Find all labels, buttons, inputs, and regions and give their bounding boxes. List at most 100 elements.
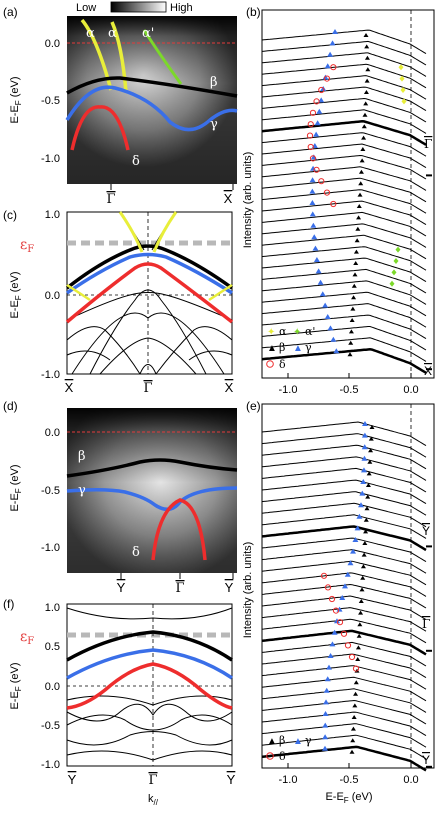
alpha-band-right [110, 21, 128, 93]
edc-curve [261, 444, 427, 470]
d-delta-band [151, 498, 207, 561]
f-ytick-1: 0.5 [45, 641, 60, 653]
edc-curve [261, 723, 427, 748]
e-legend-delta: δ [279, 750, 286, 763]
d-ytick-1: -0.5 [41, 485, 60, 497]
gamma-marker [319, 291, 326, 297]
beta-marker [348, 340, 354, 345]
b-legend-delta-marker [266, 360, 274, 368]
delta-marker [336, 619, 344, 626]
edc-curve [261, 303, 427, 328]
beta-marker [356, 215, 362, 220]
d-gamma-band [66, 486, 238, 512]
gamma-marker [344, 571, 351, 577]
d-xtick-1: Γ [175, 581, 184, 596]
b-xtick-2: 0.0 [403, 384, 418, 396]
delta-marker [344, 642, 352, 649]
beta-marker [349, 318, 355, 322]
edc-curve [261, 549, 427, 574]
edc-curve [261, 595, 427, 621]
e-markers [320, 421, 375, 754]
f-gamma-band [66, 648, 233, 680]
e-edc-curves [261, 421, 432, 772]
edc-curve [261, 154, 427, 180]
a-ylabel: E-EF (eV) [9, 76, 23, 123]
b-legend-beta-marker: ▲ [267, 343, 277, 354]
delta-marker [330, 200, 337, 208]
gamma-marker [354, 525, 361, 531]
a-xtick-x: X [224, 191, 233, 206]
alpha-marker [400, 87, 406, 93]
beta-marker [365, 67, 371, 72]
panel-e: (e) ▲ β ▲ γ δ Y Γ Y Intensity (arb. unit… [242, 399, 435, 805]
panel-f: (f) εF 1.0 0.5 0.0 -0.5 -1.0 E-EF (eV) Y… [3, 597, 236, 807]
beta-marker [355, 657, 361, 661]
gamma-marker [359, 490, 366, 496]
delta-marker [320, 572, 328, 579]
edc-curve [261, 97, 427, 123]
beta-marker [367, 459, 373, 464]
b-legend-delta: δ [279, 358, 286, 371]
gamma-marker [329, 641, 336, 647]
edc-curve [261, 607, 427, 632]
panel-a-label: (a) [3, 5, 18, 19]
edc-curve [261, 421, 427, 447]
beta-marker [351, 283, 357, 288]
beta-marker [353, 249, 359, 254]
delta-marker [307, 143, 314, 151]
b-legend-gamma: γ [305, 341, 312, 354]
edc-curve [261, 537, 427, 563]
delta-marker [309, 109, 317, 116]
gamma-marker [309, 177, 316, 183]
gamma-marker [313, 131, 320, 137]
gamma-marker [339, 595, 346, 600]
edc-curve [261, 29, 427, 55]
gamma-marker [324, 676, 331, 682]
gamma-marker [310, 165, 317, 171]
beta-marker [365, 483, 371, 487]
c-alpha-edge-right [208, 283, 233, 302]
gamma-marker [309, 188, 316, 194]
c-alpha-band-right [152, 211, 178, 253]
d-ytick-2: -1.0 [41, 542, 60, 554]
e-xtick-1: -0.5 [340, 774, 359, 786]
delta-marker [330, 64, 337, 71]
beta-marker [362, 112, 368, 117]
b-end-label-gamma: Γ [424, 137, 432, 151]
f-thin-bands [66, 607, 233, 761]
beta-marker [363, 517, 369, 522]
label-beta-a: β [210, 75, 218, 90]
edc-curve [261, 120, 427, 146]
delta-marker [348, 653, 356, 661]
gamma-marker [322, 734, 329, 740]
edc-curve [261, 223, 427, 248]
e-end-label-gamma: Γ [422, 617, 430, 631]
gamma-marker [342, 583, 348, 589]
gamma-marker [347, 560, 354, 566]
beta-marker [363, 529, 369, 534]
edc-curve [261, 63, 427, 89]
f-xlabel: k// [148, 793, 159, 807]
f-ef-label: εF [20, 629, 34, 647]
beta-marker [360, 575, 366, 580]
d-xtick-0: Y [117, 580, 126, 595]
c-xtick-1: Γ [143, 381, 152, 396]
edc-curve [261, 177, 427, 203]
alpha-marker [391, 269, 397, 276]
edc-curve [261, 525, 427, 552]
f-xtick-1: Γ [148, 773, 157, 788]
beta-marker [354, 238, 360, 243]
d-ylabel: E-EF (eV) [9, 464, 23, 511]
edc-curve [261, 246, 427, 271]
edc-curve [261, 337, 427, 362]
d-beta-band [66, 458, 238, 478]
a-xtick-gamma: Γ [106, 192, 115, 207]
beta-marker [357, 192, 363, 197]
edc-curve [261, 467, 427, 493]
f-ytick-2: 0.0 [45, 681, 60, 693]
edc-curve [261, 560, 427, 586]
gamma-marker [333, 348, 340, 354]
beta-marker [359, 587, 365, 592]
gamma-marker [352, 537, 359, 542]
a-ytick-1: -0.5 [41, 95, 60, 107]
